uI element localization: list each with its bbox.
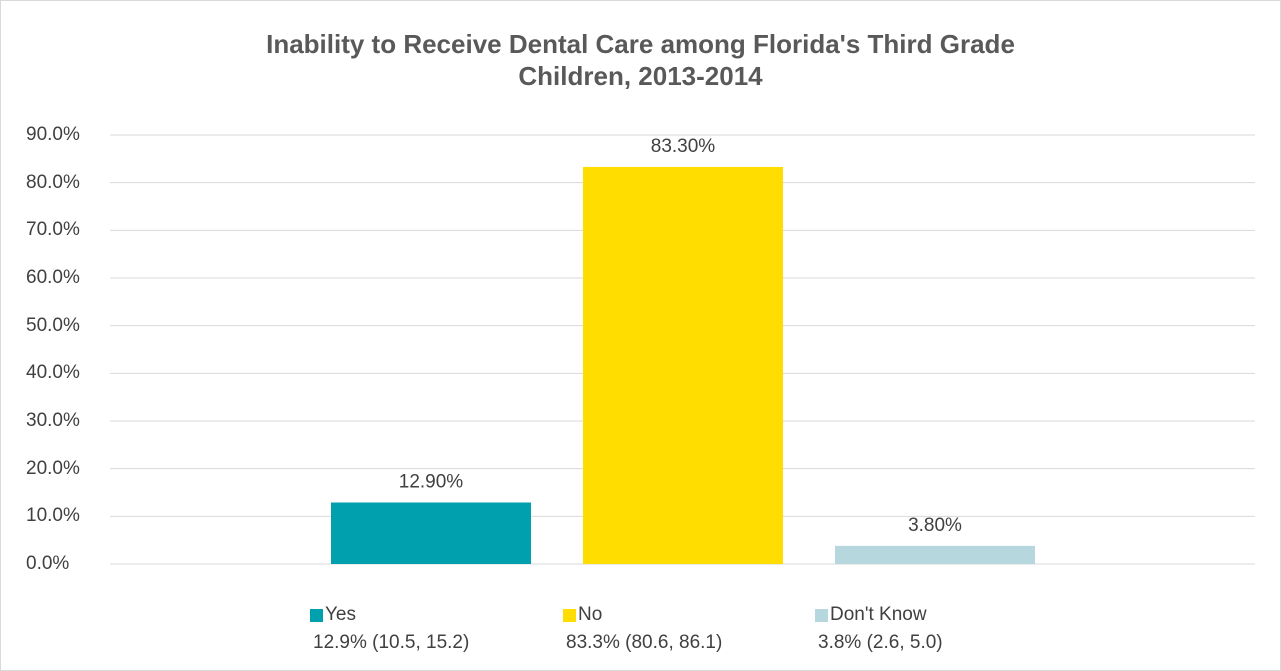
legend-swatch — [563, 609, 576, 622]
legend-confidence-interval: 3.8% (2.6, 5.0) — [818, 632, 943, 653]
data-label: 12.90% — [399, 472, 464, 493]
chart-title-line-2: Children, 2013-2014 — [518, 61, 763, 91]
y-tick-label: 90.0% — [26, 124, 80, 145]
y-tick-label: 60.0% — [26, 267, 80, 288]
bar-yes — [331, 502, 531, 564]
data-label: 83.30% — [651, 136, 716, 157]
chart-title-line-1: Inability to Receive Dental Care among F… — [266, 29, 1015, 59]
y-tick-label: 80.0% — [26, 171, 80, 193]
y-tick-label: 30.0% — [26, 410, 80, 431]
legend-swatch — [815, 609, 828, 622]
y-tick-label: 0.0% — [26, 553, 70, 574]
y-tick-label: 40.0% — [26, 362, 80, 384]
legend-label: Don't Know — [830, 604, 927, 625]
legend-confidence-interval: 83.3% (80.6, 86.1) — [566, 632, 723, 653]
bar-no — [583, 166, 783, 565]
legend-swatch — [310, 609, 323, 622]
legend-label: No — [578, 604, 603, 625]
y-tick-label: 70.0% — [26, 219, 80, 241]
chart-title: Inability to Receive Dental Care among F… — [0, 28, 1281, 92]
bar-don-t-know — [835, 545, 1035, 564]
y-tick-label: 50.0% — [26, 314, 80, 336]
y-tick-label: 10.0% — [26, 505, 80, 527]
legend-confidence-interval: 12.9% (10.5, 15.2) — [313, 632, 470, 653]
data-label: 3.80% — [908, 515, 962, 536]
legend-label: Yes — [325, 604, 356, 625]
y-tick-label: 20.0% — [26, 457, 80, 479]
